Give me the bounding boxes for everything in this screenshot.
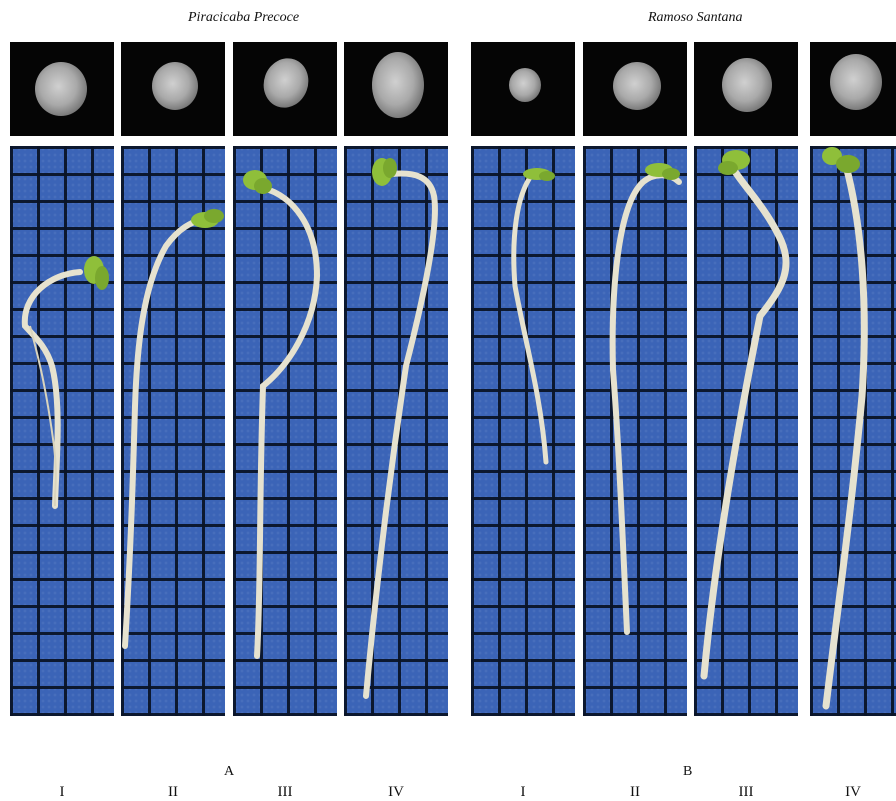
seed-xray-image xyxy=(344,42,448,136)
seed-xray-image xyxy=(471,42,575,136)
seedling-drawing xyxy=(243,170,321,659)
seed-silhouette xyxy=(256,51,316,115)
seedling-drawing xyxy=(122,209,224,649)
seed-silhouette xyxy=(152,62,198,110)
panel-label: I xyxy=(520,784,526,800)
seed-silhouette xyxy=(830,54,882,110)
seedling-drawing xyxy=(21,256,109,509)
panel-label: IV xyxy=(845,784,861,800)
seed-xray-image xyxy=(10,42,114,136)
panel-label: III xyxy=(277,784,293,800)
seedling-drawing xyxy=(609,163,682,635)
panel-label: II xyxy=(630,784,640,800)
seed-xray-image xyxy=(810,42,896,136)
group-letter-a: A xyxy=(224,764,235,779)
seedling-photo xyxy=(583,146,687,716)
seed-silhouette xyxy=(509,68,541,102)
seedling-photo xyxy=(10,146,114,716)
seedling-photo xyxy=(233,146,337,716)
group-letter-b: B xyxy=(683,764,693,779)
seedling-photo xyxy=(810,146,896,716)
panel-label: I xyxy=(59,784,65,800)
group-title-b: Ramoso Santana xyxy=(648,10,743,25)
seedling-photo xyxy=(344,146,448,716)
seed-xray-image xyxy=(233,42,337,136)
panel-label: IV xyxy=(388,784,404,800)
seed-xray-image xyxy=(583,42,687,136)
seedling-photo xyxy=(121,146,225,716)
seedling-drawing xyxy=(511,168,555,465)
seed-silhouette xyxy=(613,62,661,110)
seedling-drawing xyxy=(363,158,438,699)
seedling-drawing xyxy=(822,147,868,710)
seed-silhouette xyxy=(35,62,87,116)
seedling-photo xyxy=(471,146,575,716)
panel-label: II xyxy=(168,784,178,800)
seed-xray-image xyxy=(121,42,225,136)
group-title-a: Piracicaba Precoce xyxy=(188,10,300,25)
seed-silhouette xyxy=(722,58,772,112)
seedling-photo xyxy=(694,146,798,716)
seed-silhouette xyxy=(372,52,424,118)
seed-xray-image xyxy=(694,42,798,136)
panel-label: III xyxy=(738,784,754,800)
seedling-drawing xyxy=(700,150,790,680)
